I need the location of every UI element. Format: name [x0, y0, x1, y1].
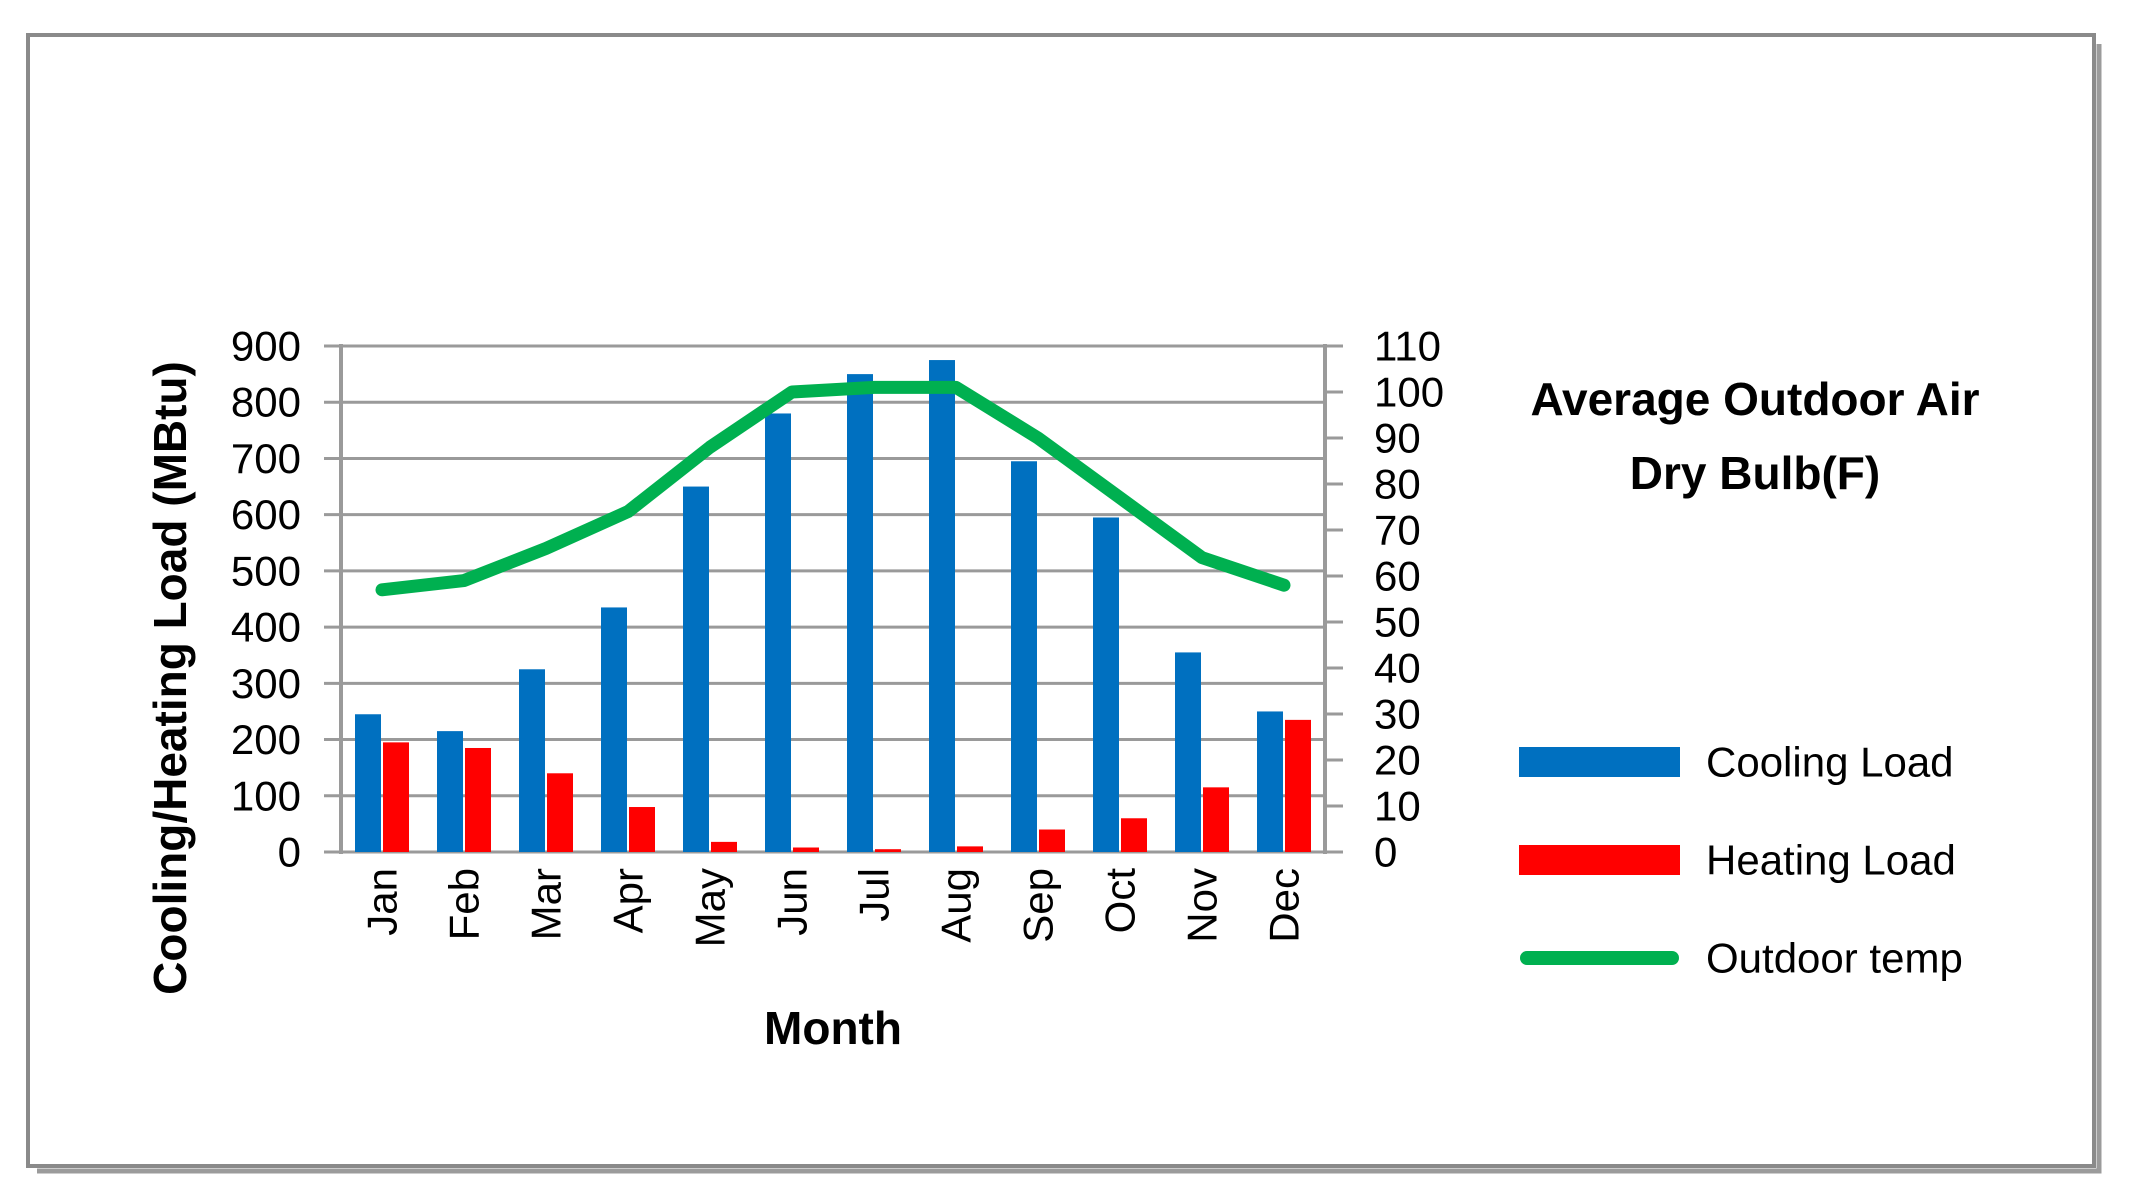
left-axis-tick-label: 400 — [231, 604, 301, 651]
secondary-axis-title-line1: Average Outdoor Air — [1531, 373, 1980, 425]
left-axis-tick-label: 0 — [278, 829, 301, 876]
y-axis-title: Cooling/Heating Load (MBtu) — [144, 361, 196, 995]
cooling-load-bar — [601, 607, 627, 852]
cooling-load-bar — [437, 731, 463, 852]
month-label: Dec — [1261, 868, 1308, 943]
left-axis-tick-label: 500 — [231, 547, 301, 594]
month-label: Sep — [1015, 868, 1062, 943]
outdoor-temp-line — [375, 380, 1291, 597]
cooling-load-bar — [1257, 711, 1283, 852]
month-label: Jul — [851, 868, 898, 922]
month-label: Apr — [605, 868, 652, 933]
heating-load-bar — [793, 847, 819, 852]
month-label: Aug — [933, 868, 980, 943]
left-axis-tick-label: 700 — [231, 435, 301, 482]
right-axis-tick-label: 40 — [1374, 645, 1421, 692]
heating-load-bar — [1121, 818, 1147, 852]
left-axis-tick-label: 800 — [231, 379, 301, 426]
right-axis-tick-label: 10 — [1374, 783, 1421, 830]
heating-load-bar — [547, 773, 573, 852]
legend-label-heating-load: Heating Load — [1706, 837, 1956, 884]
left-axis-tick-label: 300 — [231, 660, 301, 707]
right-axis-tick-label: 20 — [1374, 737, 1421, 784]
month-label: Feb — [441, 868, 488, 940]
month-label: Mar — [523, 868, 570, 940]
left-axis-tick-label: 900 — [231, 323, 301, 370]
frame-border — [26, 33, 2096, 1168]
right-axis-tick-label: 30 — [1374, 691, 1421, 738]
heating-load-bar — [1039, 829, 1065, 852]
month-label: Jan — [359, 868, 406, 936]
right-axis-tick-label: 70 — [1374, 507, 1421, 554]
right-axis-tick-label: 60 — [1374, 553, 1421, 600]
month-label: Nov — [1179, 868, 1226, 943]
x-axis-title: Month — [764, 1002, 902, 1054]
legend-label-cooling-load: Cooling Load — [1706, 739, 1954, 786]
month-label: Jun — [769, 868, 816, 936]
heating-load-bar — [957, 846, 983, 852]
cooling-load-bar — [929, 360, 955, 852]
left-axis-tick-label: 200 — [231, 716, 301, 763]
heating-load-bar — [1203, 787, 1229, 852]
right-axis-tick-label: 80 — [1374, 461, 1421, 508]
right-axis-tick-label: 50 — [1374, 599, 1421, 646]
right-axis-tick-label: 90 — [1374, 415, 1421, 462]
left-axis-tick-label: 100 — [231, 772, 301, 819]
heating-load-bar — [1285, 719, 1311, 852]
left-axis-tick-label: 600 — [231, 491, 301, 538]
cooling-load-bar — [1175, 652, 1201, 852]
heating-load-bar — [875, 849, 901, 852]
cooling-load-bar — [847, 374, 873, 852]
legend-swatch-heating-load — [1519, 845, 1680, 875]
cooling-load-bar — [355, 714, 381, 852]
month-label: Oct — [1097, 868, 1144, 934]
right-axis-tick-label: 100 — [1374, 369, 1444, 416]
legend-swatch-cooling-load — [1519, 747, 1680, 777]
heating-load-bar — [383, 742, 409, 852]
heating-load-bar — [629, 807, 655, 852]
month-label: May — [687, 868, 734, 947]
heating-load-bar — [711, 841, 737, 852]
frame-shadow — [37, 44, 2102, 1174]
cooling-load-bar — [1011, 461, 1037, 852]
cooling-load-bar — [683, 486, 709, 852]
right-axis-tick-label: 0 — [1374, 829, 1397, 876]
right-axis-tick-label: 110 — [1374, 323, 1441, 370]
cooling-load-bar — [1093, 517, 1119, 852]
heating-load-bar — [465, 747, 491, 852]
cooling-load-bar — [519, 669, 545, 852]
legend-label-outdoor-temp: Outdoor temp — [1706, 935, 1963, 982]
secondary-axis-title-line2: Dry Bulb(F) — [1630, 447, 1880, 499]
cooling-load-bar — [765, 413, 791, 852]
